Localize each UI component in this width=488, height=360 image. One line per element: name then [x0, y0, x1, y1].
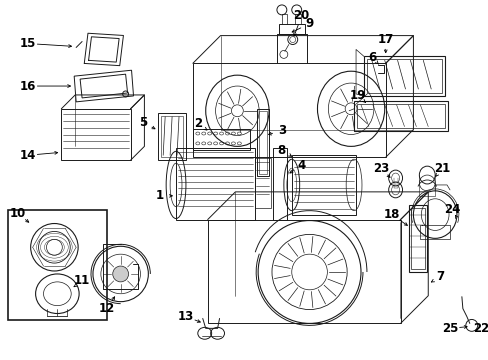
Text: 6: 6: [367, 51, 375, 64]
Text: 22: 22: [472, 322, 488, 335]
Text: 13: 13: [178, 310, 194, 323]
Text: 17: 17: [377, 33, 393, 46]
Text: 2: 2: [193, 117, 202, 130]
Text: 19: 19: [349, 89, 366, 103]
Bar: [353, 101, 447, 131]
Text: 15: 15: [20, 37, 36, 50]
Ellipse shape: [113, 266, 128, 282]
Bar: [176, 148, 255, 220]
Bar: [207, 220, 400, 323]
Text: 8: 8: [277, 144, 285, 157]
Text: 12: 12: [99, 302, 115, 315]
Text: 24: 24: [443, 203, 459, 216]
Bar: [255, 158, 270, 208]
Text: 11: 11: [74, 274, 90, 287]
Bar: [158, 113, 185, 160]
Text: 1: 1: [156, 189, 164, 202]
Text: 7: 7: [435, 270, 443, 283]
Bar: [410, 208, 425, 269]
Bar: [192, 63, 385, 157]
Text: 25: 25: [441, 322, 457, 335]
Text: 16: 16: [20, 80, 36, 93]
Bar: [61, 109, 130, 160]
Bar: [278, 24, 304, 33]
Text: 9: 9: [305, 17, 313, 30]
Text: 14: 14: [20, 149, 36, 162]
Text: 4: 4: [297, 159, 305, 172]
Text: 10: 10: [10, 207, 26, 220]
Text: 3: 3: [277, 124, 285, 137]
Bar: [192, 129, 250, 150]
Bar: [408, 205, 427, 272]
Text: 5: 5: [139, 116, 147, 129]
Bar: [8, 210, 106, 320]
Bar: [259, 111, 266, 174]
Text: 18: 18: [383, 208, 399, 221]
Bar: [363, 57, 444, 96]
Text: 23: 23: [372, 162, 388, 175]
Bar: [366, 59, 441, 93]
Bar: [272, 148, 286, 220]
Bar: [161, 116, 183, 157]
Bar: [257, 109, 268, 176]
Text: 20: 20: [293, 9, 309, 22]
Bar: [291, 155, 355, 215]
Bar: [356, 104, 444, 127]
Text: 21: 21: [433, 162, 449, 175]
